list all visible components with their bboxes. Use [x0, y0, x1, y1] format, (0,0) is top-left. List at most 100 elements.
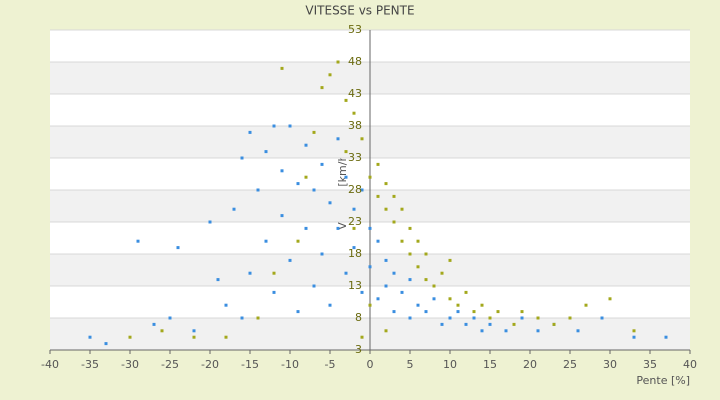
point — [320, 252, 324, 256]
point — [536, 329, 540, 333]
point — [440, 322, 444, 326]
point — [352, 111, 356, 115]
point — [296, 182, 300, 186]
point — [384, 207, 388, 211]
point — [376, 194, 380, 198]
point — [296, 239, 300, 243]
point — [440, 271, 444, 275]
point — [472, 310, 476, 314]
point — [464, 322, 468, 326]
point — [192, 335, 196, 339]
y-tick-label: 18 — [348, 247, 362, 260]
point — [408, 278, 412, 282]
point — [456, 310, 460, 314]
x-tick-label: 30 — [603, 358, 617, 371]
point — [384, 284, 388, 288]
point — [344, 271, 348, 275]
point — [408, 252, 412, 256]
point — [256, 188, 260, 192]
point — [448, 258, 452, 262]
point — [104, 342, 108, 346]
x-tick-label: 10 — [443, 358, 457, 371]
point — [152, 322, 156, 326]
point — [160, 329, 164, 333]
point — [312, 130, 316, 134]
chart-title: VITESSE vs PENTE — [305, 4, 414, 18]
point — [376, 297, 380, 301]
point — [336, 137, 340, 141]
point — [344, 150, 348, 154]
point — [328, 201, 332, 205]
point — [408, 226, 412, 230]
point — [368, 175, 372, 179]
point — [360, 335, 364, 339]
y-tick-label: 33 — [348, 151, 362, 164]
point — [400, 290, 404, 294]
point — [136, 239, 140, 243]
point — [320, 86, 324, 90]
x-tick-label: -20 — [201, 358, 219, 371]
y-tick-label: 53 — [348, 23, 362, 36]
x-tick-label: 20 — [523, 358, 537, 371]
point — [232, 207, 236, 211]
point — [416, 303, 420, 307]
point — [392, 271, 396, 275]
point — [432, 284, 436, 288]
point — [360, 188, 364, 192]
point — [224, 303, 228, 307]
x-tick-label: 5 — [407, 358, 414, 371]
point — [424, 252, 428, 256]
point — [272, 271, 276, 275]
point — [328, 303, 332, 307]
y-tick-label: 13 — [348, 279, 362, 292]
point — [336, 226, 340, 230]
point — [536, 316, 540, 320]
point — [512, 322, 516, 326]
point — [456, 303, 460, 307]
point — [336, 60, 340, 64]
point — [272, 124, 276, 128]
point — [384, 182, 388, 186]
point — [408, 316, 412, 320]
point — [368, 303, 372, 307]
point — [344, 175, 348, 179]
point — [392, 194, 396, 198]
point — [360, 290, 364, 294]
point — [392, 220, 396, 224]
point — [304, 143, 308, 147]
point — [304, 175, 308, 179]
point — [320, 162, 324, 166]
point — [424, 278, 428, 282]
point — [264, 239, 268, 243]
x-tick-label: 0 — [367, 358, 374, 371]
y-tick-label: 28 — [348, 183, 362, 196]
point — [312, 284, 316, 288]
point — [216, 278, 220, 282]
point — [280, 169, 284, 173]
y-tick-label: 48 — [348, 55, 362, 68]
point — [400, 239, 404, 243]
point — [352, 246, 356, 250]
point — [472, 316, 476, 320]
x-tick-label: -35 — [81, 358, 99, 371]
point — [416, 265, 420, 269]
point — [488, 322, 492, 326]
point — [584, 303, 588, 307]
point — [376, 239, 380, 243]
point — [128, 335, 132, 339]
point — [432, 297, 436, 301]
point — [552, 322, 556, 326]
point — [288, 258, 292, 262]
point — [400, 207, 404, 211]
point — [88, 335, 92, 339]
point — [280, 66, 284, 70]
point — [448, 316, 452, 320]
point — [448, 297, 452, 301]
point — [176, 246, 180, 250]
point — [280, 214, 284, 218]
point — [392, 310, 396, 314]
point — [328, 73, 332, 77]
point — [256, 316, 260, 320]
x-tick-label: 40 — [683, 358, 697, 371]
